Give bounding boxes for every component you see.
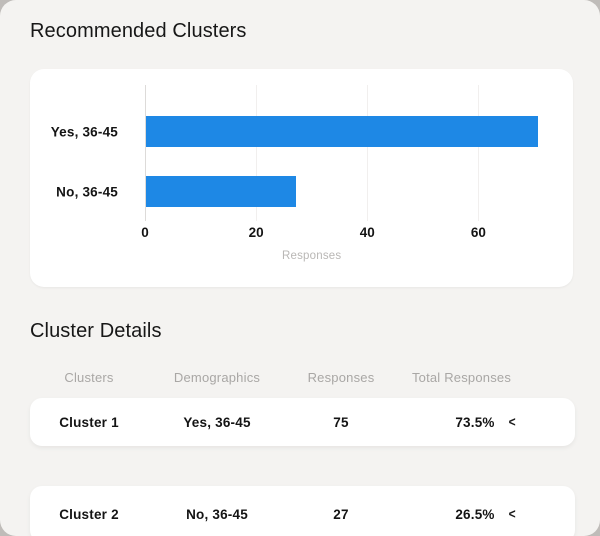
y-axis-line [145, 85, 146, 221]
x-axis-title: Responses [281, 250, 342, 262]
bar-yes-36-45 [146, 116, 538, 147]
category-label-1: Yes, 36-45 [50, 124, 118, 139]
category-label-2: No, 36-45 [56, 184, 118, 199]
total-responses-value: 73.5% [455, 414, 495, 430]
demographics-value: Yes, 36-45 [183, 414, 251, 430]
cluster-name: Cluster 2 [59, 506, 119, 522]
column-header-total-responses: Total Responses [411, 369, 512, 385]
cluster-details-title: Cluster Details [30, 320, 162, 342]
column-header-responses: Responses [307, 369, 375, 385]
bar-chart-plot-area: Yes, 36-45 No, 36-45 0 20 40 60 Responses [51, 85, 545, 262]
cluster-name: Cluster 1 [59, 414, 119, 430]
gridline-x-40 [367, 85, 369, 221]
cluster-row-2[interactable]: Cluster 2 No, 36-45 27 26.5% < [30, 486, 575, 536]
cluster-table-header-row: Clusters Demographics Responses Total Respo… [30, 368, 575, 386]
page-title: Recommended Clusters [30, 20, 247, 42]
gridline-x-60 [478, 85, 480, 221]
x-tick-label-20: 20 [248, 225, 264, 240]
total-responses-value: 26.5% [455, 506, 495, 522]
cluster-row-1[interactable]: Cluster 1 Yes, 36-45 75 73.5% < [30, 398, 575, 446]
column-header-clusters: Clusters [64, 369, 114, 385]
column-header-demographics: Demographics [173, 369, 261, 385]
x-tick-label-60: 60 [470, 225, 486, 240]
recommended-clusters-chart-card: Yes, 36-45 No, 36-45 0 20 40 60 Responses [30, 69, 573, 287]
demographics-value: No, 36-45 [186, 506, 248, 522]
x-tick-label-40: 40 [359, 225, 375, 240]
gridline-x-20 [256, 85, 258, 221]
responses-value: 75 [333, 414, 349, 430]
row-expand-chevron-icon[interactable]: < [508, 505, 516, 523]
x-tick-label-0: 0 [141, 225, 149, 240]
row-expand-chevron-icon[interactable]: < [508, 413, 516, 431]
responses-value: 27 [333, 506, 349, 522]
bar-no-36-45 [146, 176, 296, 207]
